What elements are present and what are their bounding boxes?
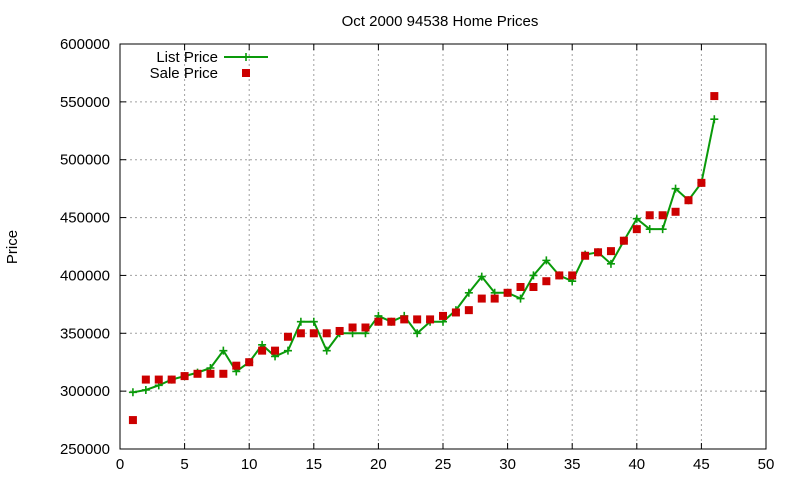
y-tick-label: 350000 xyxy=(60,325,110,342)
grid xyxy=(120,44,766,449)
sale-price-point xyxy=(206,369,215,378)
list-price-point xyxy=(606,259,615,268)
sale-price-point xyxy=(128,416,137,425)
sale-price-point xyxy=(193,369,202,378)
legend-label: Sale Price xyxy=(150,65,218,82)
list-price-point xyxy=(322,346,331,355)
list-price-point xyxy=(645,225,654,234)
sale-price-point xyxy=(568,271,577,280)
list-price-point xyxy=(464,288,473,297)
y-tick-label: 550000 xyxy=(60,94,110,111)
sale-price-point xyxy=(258,346,267,355)
list-price-point xyxy=(658,225,667,234)
sale-price-point xyxy=(516,283,525,291)
sale-price-point xyxy=(594,248,603,257)
list-price-point xyxy=(283,346,292,355)
sale-price-point xyxy=(242,69,250,77)
sale-price-point xyxy=(426,315,435,324)
sale-price-point xyxy=(477,294,486,303)
list-price-point xyxy=(128,388,137,397)
y-tick-label: 400000 xyxy=(60,267,110,284)
list-price-point xyxy=(242,53,250,61)
chart-title: Oct 2000 94538 Home Prices xyxy=(342,13,539,30)
sale-price-point xyxy=(490,294,499,303)
x-tick-label: 50 xyxy=(758,456,775,473)
sale-price-point xyxy=(335,326,344,335)
y-axis-label: Price xyxy=(4,230,21,264)
list-price-point xyxy=(542,256,551,265)
x-tick-label: 30 xyxy=(499,456,516,473)
series-layer xyxy=(128,92,719,425)
sale-price-point xyxy=(632,225,641,234)
sale-price-point xyxy=(322,329,331,338)
sale-price-point xyxy=(309,329,318,338)
sale-price-point xyxy=(684,196,693,205)
list-price-point xyxy=(413,329,422,338)
list-price-point xyxy=(710,115,719,124)
sale-price-point xyxy=(697,178,706,187)
list-price-point xyxy=(219,346,228,355)
list-price-point xyxy=(309,317,318,326)
list-price-line xyxy=(132,119,716,394)
list-price-point xyxy=(477,272,486,281)
x-tick-label: 5 xyxy=(180,456,188,473)
series-sale-price xyxy=(128,92,719,425)
sale-price-point xyxy=(348,323,357,332)
sale-price-point xyxy=(619,236,628,245)
sale-price-point xyxy=(361,323,370,332)
sale-price-point xyxy=(606,247,615,256)
sale-price-point xyxy=(167,375,176,384)
sale-price-point xyxy=(503,288,512,297)
x-tick-label: 25 xyxy=(435,456,452,473)
sale-price-point xyxy=(400,315,409,324)
series-list-price xyxy=(128,115,719,397)
x-tick-label: 40 xyxy=(628,456,645,473)
sale-price-point xyxy=(296,329,305,338)
sale-price-point xyxy=(555,271,564,280)
x-tick-label: 0 xyxy=(116,456,124,473)
sale-price-point xyxy=(271,346,280,355)
sale-price-point xyxy=(154,375,163,384)
sale-price-point xyxy=(180,372,189,381)
x-tick-label: 10 xyxy=(241,456,258,473)
x-tick-label: 15 xyxy=(305,456,322,473)
x-tick-label: 45 xyxy=(693,456,710,473)
sale-price-point xyxy=(581,251,590,260)
list-price-point xyxy=(296,317,305,326)
sale-price-point xyxy=(413,315,422,324)
sale-price-point xyxy=(542,277,551,286)
sale-price-point xyxy=(464,306,473,315)
list-price-point xyxy=(141,385,150,394)
sale-price-point xyxy=(374,317,383,326)
sale-price-point xyxy=(283,332,292,341)
x-tick-label: 20 xyxy=(370,456,387,473)
list-price-point xyxy=(632,214,641,223)
list-price-point xyxy=(529,271,538,280)
list-price-point xyxy=(516,294,525,303)
y-tick-label: 250000 xyxy=(60,441,110,458)
sale-price-point xyxy=(219,369,228,378)
sale-price-point xyxy=(232,361,241,370)
legend-label: List Price xyxy=(156,49,218,66)
x-tick-label: 35 xyxy=(564,456,581,473)
sale-price-point xyxy=(658,211,667,220)
sale-price-point xyxy=(645,211,654,220)
y-tick-label: 600000 xyxy=(60,36,110,53)
y-tick-label: 450000 xyxy=(60,210,110,227)
sale-price-point xyxy=(710,92,719,101)
sale-price-point xyxy=(671,207,680,216)
sale-price-point xyxy=(439,311,447,320)
sale-price-point xyxy=(245,358,254,367)
sale-price-point xyxy=(451,308,460,317)
sale-price-point xyxy=(387,317,396,326)
y-tick-label: 300000 xyxy=(60,383,110,400)
y-tick-label: 500000 xyxy=(60,152,110,169)
sale-price-point xyxy=(529,283,538,291)
list-price-point xyxy=(671,184,680,193)
ticks: 0 5 10 15 20 25 30 35 40 45 50 250000 300000 350000 40… xyxy=(60,36,774,473)
sale-price-point xyxy=(141,375,150,384)
